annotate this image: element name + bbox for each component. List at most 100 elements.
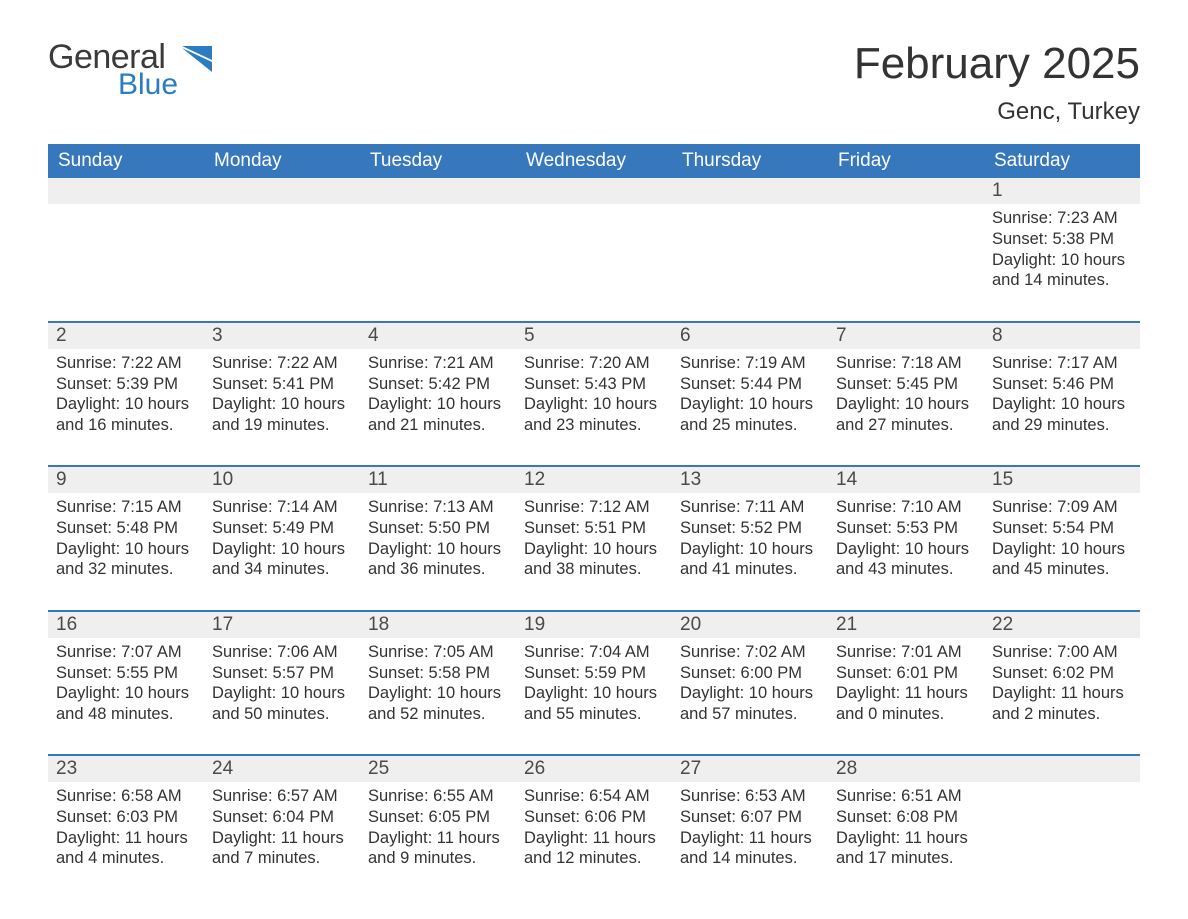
day-cell: 2Sunrise: 7:22 AMSunset: 5:39 PMDaylight… [48,323,204,446]
day-number: 3 [204,323,360,349]
daylight-line: Daylight: 10 hours and 41 minutes. [680,539,820,580]
day-details: Sunrise: 6:53 AMSunset: 6:07 PMDaylight:… [680,782,820,869]
day-cell: 12Sunrise: 7:12 AMSunset: 5:51 PMDayligh… [516,467,672,590]
daylight-line: Daylight: 10 hours and 45 minutes. [992,539,1132,580]
day-details: Sunrise: 6:58 AMSunset: 6:03 PMDaylight:… [56,782,196,869]
header-row: General Blue February 2025 Genc, Turkey [48,40,1140,126]
day-number: 9 [48,467,204,493]
day-number: 16 [48,612,204,638]
calendar-page: General Blue February 2025 Genc, Turkey … [0,0,1188,919]
sunrise-line: Sunrise: 7:00 AM [992,642,1132,663]
sunset-line: Sunset: 5:44 PM [680,374,820,395]
day-cell: 23Sunrise: 6:58 AMSunset: 6:03 PMDayligh… [48,756,204,879]
daylight-line: Daylight: 10 hours and 16 minutes. [56,394,196,435]
day-number [48,178,204,204]
calendar: SundayMondayTuesdayWednesdayThursdayFrid… [48,144,1140,879]
daylight-line: Daylight: 10 hours and 43 minutes. [836,539,976,580]
sunset-line: Sunset: 6:03 PM [56,807,196,828]
daylight-line: Daylight: 11 hours and 14 minutes. [680,828,820,869]
day-number: 27 [672,756,828,782]
sunset-line: Sunset: 5:48 PM [56,518,196,539]
title-block: February 2025 Genc, Turkey [854,40,1140,126]
sunrise-line: Sunrise: 7:12 AM [524,497,664,518]
sunrise-line: Sunrise: 7:17 AM [992,353,1132,374]
sunrise-line: Sunrise: 6:54 AM [524,786,664,807]
day-details: Sunrise: 7:05 AMSunset: 5:58 PMDaylight:… [368,638,508,725]
flag-icon [182,46,216,79]
sunset-line: Sunset: 5:41 PM [212,374,352,395]
sunrise-line: Sunrise: 7:20 AM [524,353,664,374]
day-cell: 4Sunrise: 7:21 AMSunset: 5:42 PMDaylight… [360,323,516,446]
day-cell [360,178,516,301]
daylight-line: Daylight: 10 hours and 50 minutes. [212,683,352,724]
sunrise-line: Sunrise: 7:11 AM [680,497,820,518]
daylight-line: Daylight: 11 hours and 2 minutes. [992,683,1132,724]
sunset-line: Sunset: 5:45 PM [836,374,976,395]
day-details: Sunrise: 7:09 AMSunset: 5:54 PMDaylight:… [992,493,1132,580]
day-details: Sunrise: 7:00 AMSunset: 6:02 PMDaylight:… [992,638,1132,725]
day-details: Sunrise: 7:06 AMSunset: 5:57 PMDaylight:… [212,638,352,725]
sunrise-line: Sunrise: 7:22 AM [56,353,196,374]
daylight-line: Daylight: 10 hours and 57 minutes. [680,683,820,724]
day-cell: 21Sunrise: 7:01 AMSunset: 6:01 PMDayligh… [828,612,984,735]
day-number: 12 [516,467,672,493]
daylight-line: Daylight: 11 hours and 17 minutes. [836,828,976,869]
daylight-line: Daylight: 10 hours and 32 minutes. [56,539,196,580]
daylight-line: Daylight: 10 hours and 29 minutes. [992,394,1132,435]
brand-logo: General Blue [48,40,216,100]
day-cell: 7Sunrise: 7:18 AMSunset: 5:45 PMDaylight… [828,323,984,446]
day-number [516,178,672,204]
sunrise-line: Sunrise: 7:13 AM [368,497,508,518]
sunrise-line: Sunrise: 7:19 AM [680,353,820,374]
day-cell: 11Sunrise: 7:13 AMSunset: 5:50 PMDayligh… [360,467,516,590]
sunset-line: Sunset: 6:00 PM [680,663,820,684]
day-details: Sunrise: 6:57 AMSunset: 6:04 PMDaylight:… [212,782,352,869]
day-cell: 10Sunrise: 7:14 AMSunset: 5:49 PMDayligh… [204,467,360,590]
day-number [984,756,1140,782]
day-cell: 15Sunrise: 7:09 AMSunset: 5:54 PMDayligh… [984,467,1140,590]
sunset-line: Sunset: 5:38 PM [992,229,1132,250]
day-number [204,178,360,204]
day-details: Sunrise: 7:22 AMSunset: 5:39 PMDaylight:… [56,349,196,436]
day-number: 20 [672,612,828,638]
day-cell [828,178,984,301]
sunset-line: Sunset: 5:58 PM [368,663,508,684]
sunset-line: Sunset: 6:04 PM [212,807,352,828]
day-cell [516,178,672,301]
day-details: Sunrise: 7:20 AMSunset: 5:43 PMDaylight:… [524,349,664,436]
sunrise-line: Sunrise: 7:06 AM [212,642,352,663]
day-cell: 13Sunrise: 7:11 AMSunset: 5:52 PMDayligh… [672,467,828,590]
weekday-label: Thursday [672,144,828,178]
daylight-line: Daylight: 10 hours and 25 minutes. [680,394,820,435]
sunset-line: Sunset: 5:57 PM [212,663,352,684]
day-number: 11 [360,467,516,493]
sunrise-line: Sunrise: 7:15 AM [56,497,196,518]
day-details: Sunrise: 7:12 AMSunset: 5:51 PMDaylight:… [524,493,664,580]
day-cell: 22Sunrise: 7:00 AMSunset: 6:02 PMDayligh… [984,612,1140,735]
weekday-label: Monday [204,144,360,178]
sunset-line: Sunset: 5:49 PM [212,518,352,539]
day-cell: 27Sunrise: 6:53 AMSunset: 6:07 PMDayligh… [672,756,828,879]
sunrise-line: Sunrise: 7:14 AM [212,497,352,518]
location-label: Genc, Turkey [854,98,1140,126]
day-details: Sunrise: 7:18 AMSunset: 5:45 PMDaylight:… [836,349,976,436]
day-cell: 14Sunrise: 7:10 AMSunset: 5:53 PMDayligh… [828,467,984,590]
daylight-line: Daylight: 10 hours and 34 minutes. [212,539,352,580]
sunset-line: Sunset: 6:02 PM [992,663,1132,684]
day-details: Sunrise: 7:02 AMSunset: 6:00 PMDaylight:… [680,638,820,725]
day-number: 28 [828,756,984,782]
day-number: 25 [360,756,516,782]
daylight-line: Daylight: 10 hours and 55 minutes. [524,683,664,724]
day-details: Sunrise: 7:04 AMSunset: 5:59 PMDaylight:… [524,638,664,725]
sunset-line: Sunset: 5:54 PM [992,518,1132,539]
day-cell: 16Sunrise: 7:07 AMSunset: 5:55 PMDayligh… [48,612,204,735]
day-details: Sunrise: 7:14 AMSunset: 5:49 PMDaylight:… [212,493,352,580]
day-cell: 18Sunrise: 7:05 AMSunset: 5:58 PMDayligh… [360,612,516,735]
day-details: Sunrise: 7:17 AMSunset: 5:46 PMDaylight:… [992,349,1132,436]
daylight-line: Daylight: 10 hours and 27 minutes. [836,394,976,435]
day-number: 22 [984,612,1140,638]
day-cell: 20Sunrise: 7:02 AMSunset: 6:00 PMDayligh… [672,612,828,735]
day-details: Sunrise: 6:55 AMSunset: 6:05 PMDaylight:… [368,782,508,869]
daylight-line: Daylight: 10 hours and 14 minutes. [992,250,1132,291]
daylight-line: Daylight: 11 hours and 12 minutes. [524,828,664,869]
